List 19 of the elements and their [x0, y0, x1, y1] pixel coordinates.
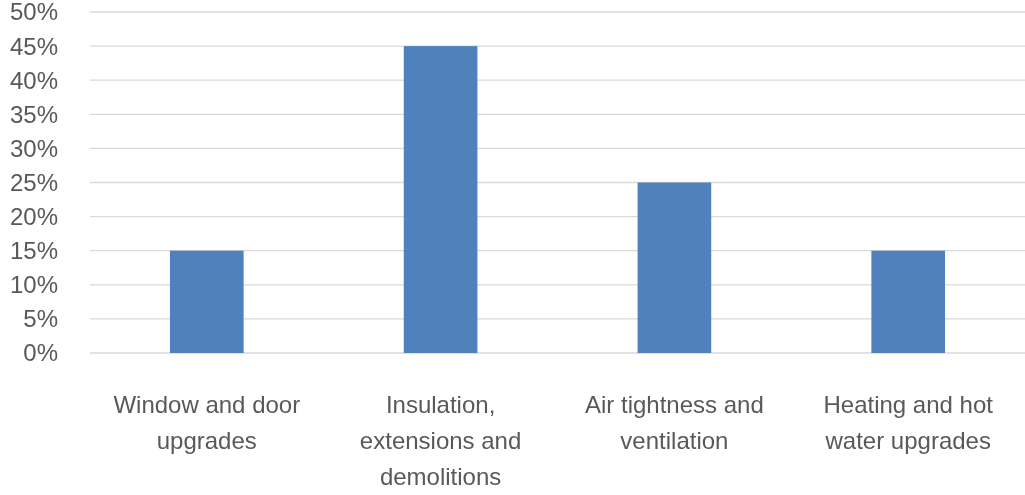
- bar: [403, 46, 478, 353]
- y-tick-label: 5%: [23, 305, 58, 333]
- y-tick-label: 35%: [9, 100, 58, 128]
- y-tick-label: 40%: [9, 66, 58, 94]
- y-tick-label: 15%: [9, 237, 58, 265]
- y-tick-label: 50%: [9, 0, 58, 26]
- y-tick-label: 45%: [9, 32, 58, 60]
- bar: [637, 182, 712, 353]
- x-tick-label: Air tightness and ventilation: [585, 391, 764, 454]
- y-tick-label: 10%: [9, 271, 58, 299]
- x-tick-label: Insulation, extensions and demolitions: [359, 391, 522, 490]
- bar: [871, 250, 946, 353]
- x-tick-label: Heating and hot water upgrades: [823, 391, 994, 454]
- bar: [169, 250, 244, 353]
- x-tick-label: Window and door upgrades: [113, 391, 301, 454]
- y-tick-label: 30%: [9, 134, 58, 162]
- y-tick-label: 0%: [23, 339, 58, 367]
- y-tick-label: 20%: [9, 203, 58, 230]
- y-tick-label: 25%: [9, 168, 58, 196]
